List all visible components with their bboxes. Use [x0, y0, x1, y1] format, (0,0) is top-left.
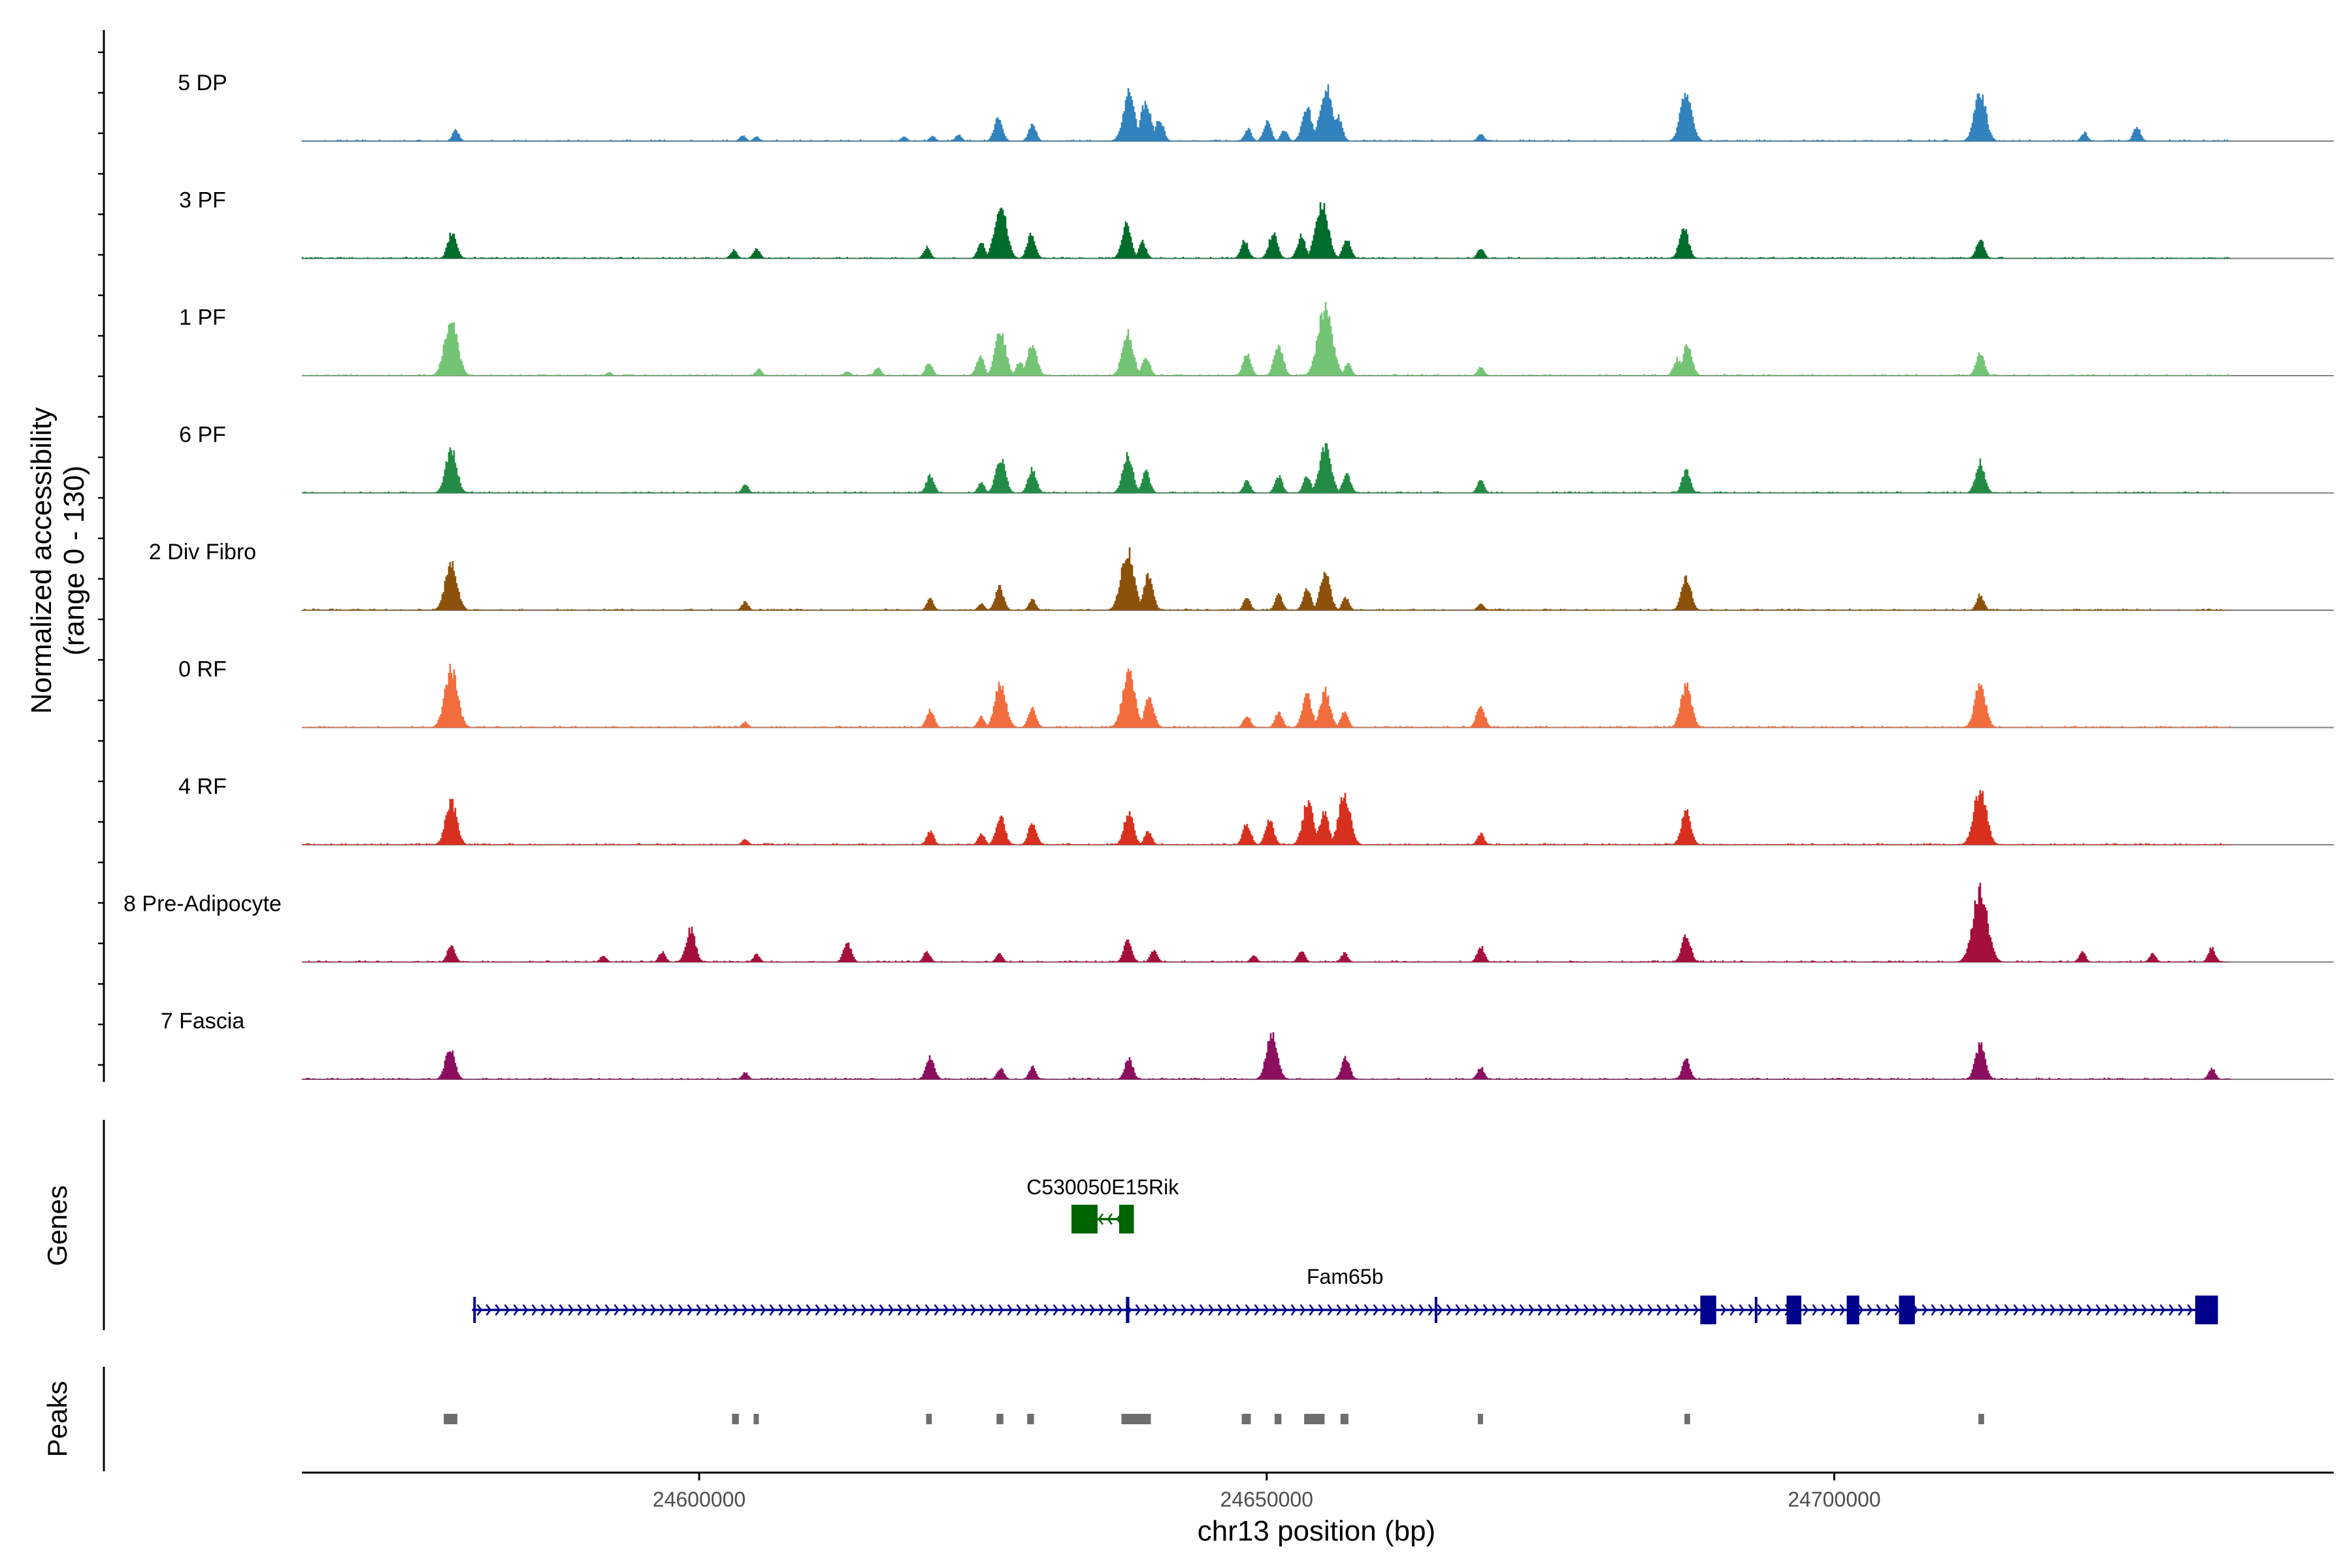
gene-exon	[1899, 1296, 1915, 1324]
peak-block	[926, 1414, 932, 1424]
coverage-tracks: 5 DP 3 PF 1 PF 6 PF 2 Div Fibro 0 RF 4 RF 8 Pre…	[123, 71, 2334, 1080]
gene-exon	[1846, 1296, 1859, 1324]
track-8-pre-adipocyte: 8 Pre-Adipocyte	[123, 883, 2334, 963]
gene-exon	[1786, 1296, 1802, 1324]
coverage-panel: Normalized accessibility (range 0 - 130)…	[25, 30, 2334, 1082]
x-axis: 24600000 24650000 24700000 chr13 position …	[302, 1471, 2334, 1547]
peak-block	[1241, 1414, 1251, 1424]
peak-block	[1684, 1414, 1690, 1424]
peak-block	[1304, 1414, 1325, 1424]
strand-arrows	[476, 1304, 2212, 1316]
track-2-div-fibro: 2 Div Fibro	[149, 540, 2334, 611]
track-0-rf: 0 RF	[178, 657, 2334, 728]
coverage-area	[301, 1032, 2231, 1080]
coverage-area	[301, 547, 2231, 611]
peaks-panel-title: Peaks	[42, 1381, 73, 1458]
coverage-area	[301, 84, 2230, 142]
coverage-area	[301, 883, 2231, 962]
y-axis-range: (range 0 - 130)	[58, 465, 90, 655]
peak-blocks	[444, 1414, 1984, 1424]
gene-c530050e15rik: C530050E15Rik	[1026, 1175, 1179, 1233]
peak-block	[732, 1414, 739, 1424]
peak-block	[1027, 1414, 1034, 1424]
gene-exon	[1754, 1297, 1757, 1323]
track-5-dp: 5 DP	[178, 71, 2334, 142]
gene-models: C530050E15Rik Fam65b	[472, 1175, 2218, 1324]
coverage-y-ticks	[98, 51, 104, 1066]
track-label: 1 PF	[179, 305, 226, 330]
track-label: 8 Pre-Adipocyte	[123, 892, 282, 917]
gene-exon	[1071, 1205, 1098, 1233]
coverage-area	[301, 790, 2231, 845]
peak-block	[1978, 1414, 1984, 1424]
gene-exon	[1700, 1296, 1716, 1324]
x-tick-label: 24650000	[1220, 1488, 1313, 1511]
gene-exon	[1434, 1297, 1437, 1323]
x-ticks: 24600000 24650000 24700000	[653, 1473, 1881, 1511]
coverage-area	[302, 302, 2231, 376]
gene-label: Fam65b	[1307, 1265, 1383, 1288]
peak-block	[1121, 1414, 1151, 1424]
gene-exon	[1119, 1205, 1134, 1233]
peak-block	[1477, 1414, 1483, 1424]
track-6-pf: 6 PF	[179, 423, 2334, 494]
track-label: 0 RF	[178, 657, 227, 682]
track-3-pf: 3 PF	[179, 188, 2334, 259]
peak-block	[753, 1414, 759, 1424]
gene-exon	[473, 1297, 476, 1323]
track-label: 5 DP	[178, 71, 227, 95]
track-label: 2 Div Fibro	[149, 540, 256, 564]
coverage-area	[301, 202, 2231, 259]
genes-panel-title: Genes	[42, 1185, 73, 1266]
coverage-area	[301, 664, 2231, 728]
track-label: 4 RF	[178, 774, 227, 799]
track-1-pf: 1 PF	[179, 302, 2334, 376]
gene-fam65b: Fam65b	[472, 1265, 2218, 1324]
peaks-panel: Peaks	[42, 1367, 1984, 1471]
peak-block	[996, 1414, 1004, 1424]
y-axis-title: Normalized accessibility	[25, 407, 57, 713]
gene-exon	[2195, 1296, 2218, 1324]
x-axis-title: chr13 position (bp)	[1198, 1515, 1435, 1547]
coverage-area	[301, 443, 2231, 493]
genes-panel: Genes C530050E15Rik Fam65b	[42, 1120, 2218, 1330]
peak-block	[1340, 1414, 1348, 1424]
track-label: 7 Fascia	[161, 1009, 245, 1034]
gene-exon	[1126, 1297, 1130, 1323]
peak-block	[1274, 1414, 1282, 1424]
peak-block	[444, 1414, 458, 1424]
track-4-rf: 4 RF	[178, 774, 2334, 845]
track-7-fascia: 7 Fascia	[161, 1009, 2334, 1080]
x-tick-label: 24600000	[653, 1488, 745, 1511]
track-label: 3 PF	[179, 188, 226, 213]
track-label: 6 PF	[179, 423, 226, 448]
x-tick-label: 24700000	[1788, 1488, 1880, 1511]
gene-label: C530050E15Rik	[1026, 1175, 1179, 1199]
